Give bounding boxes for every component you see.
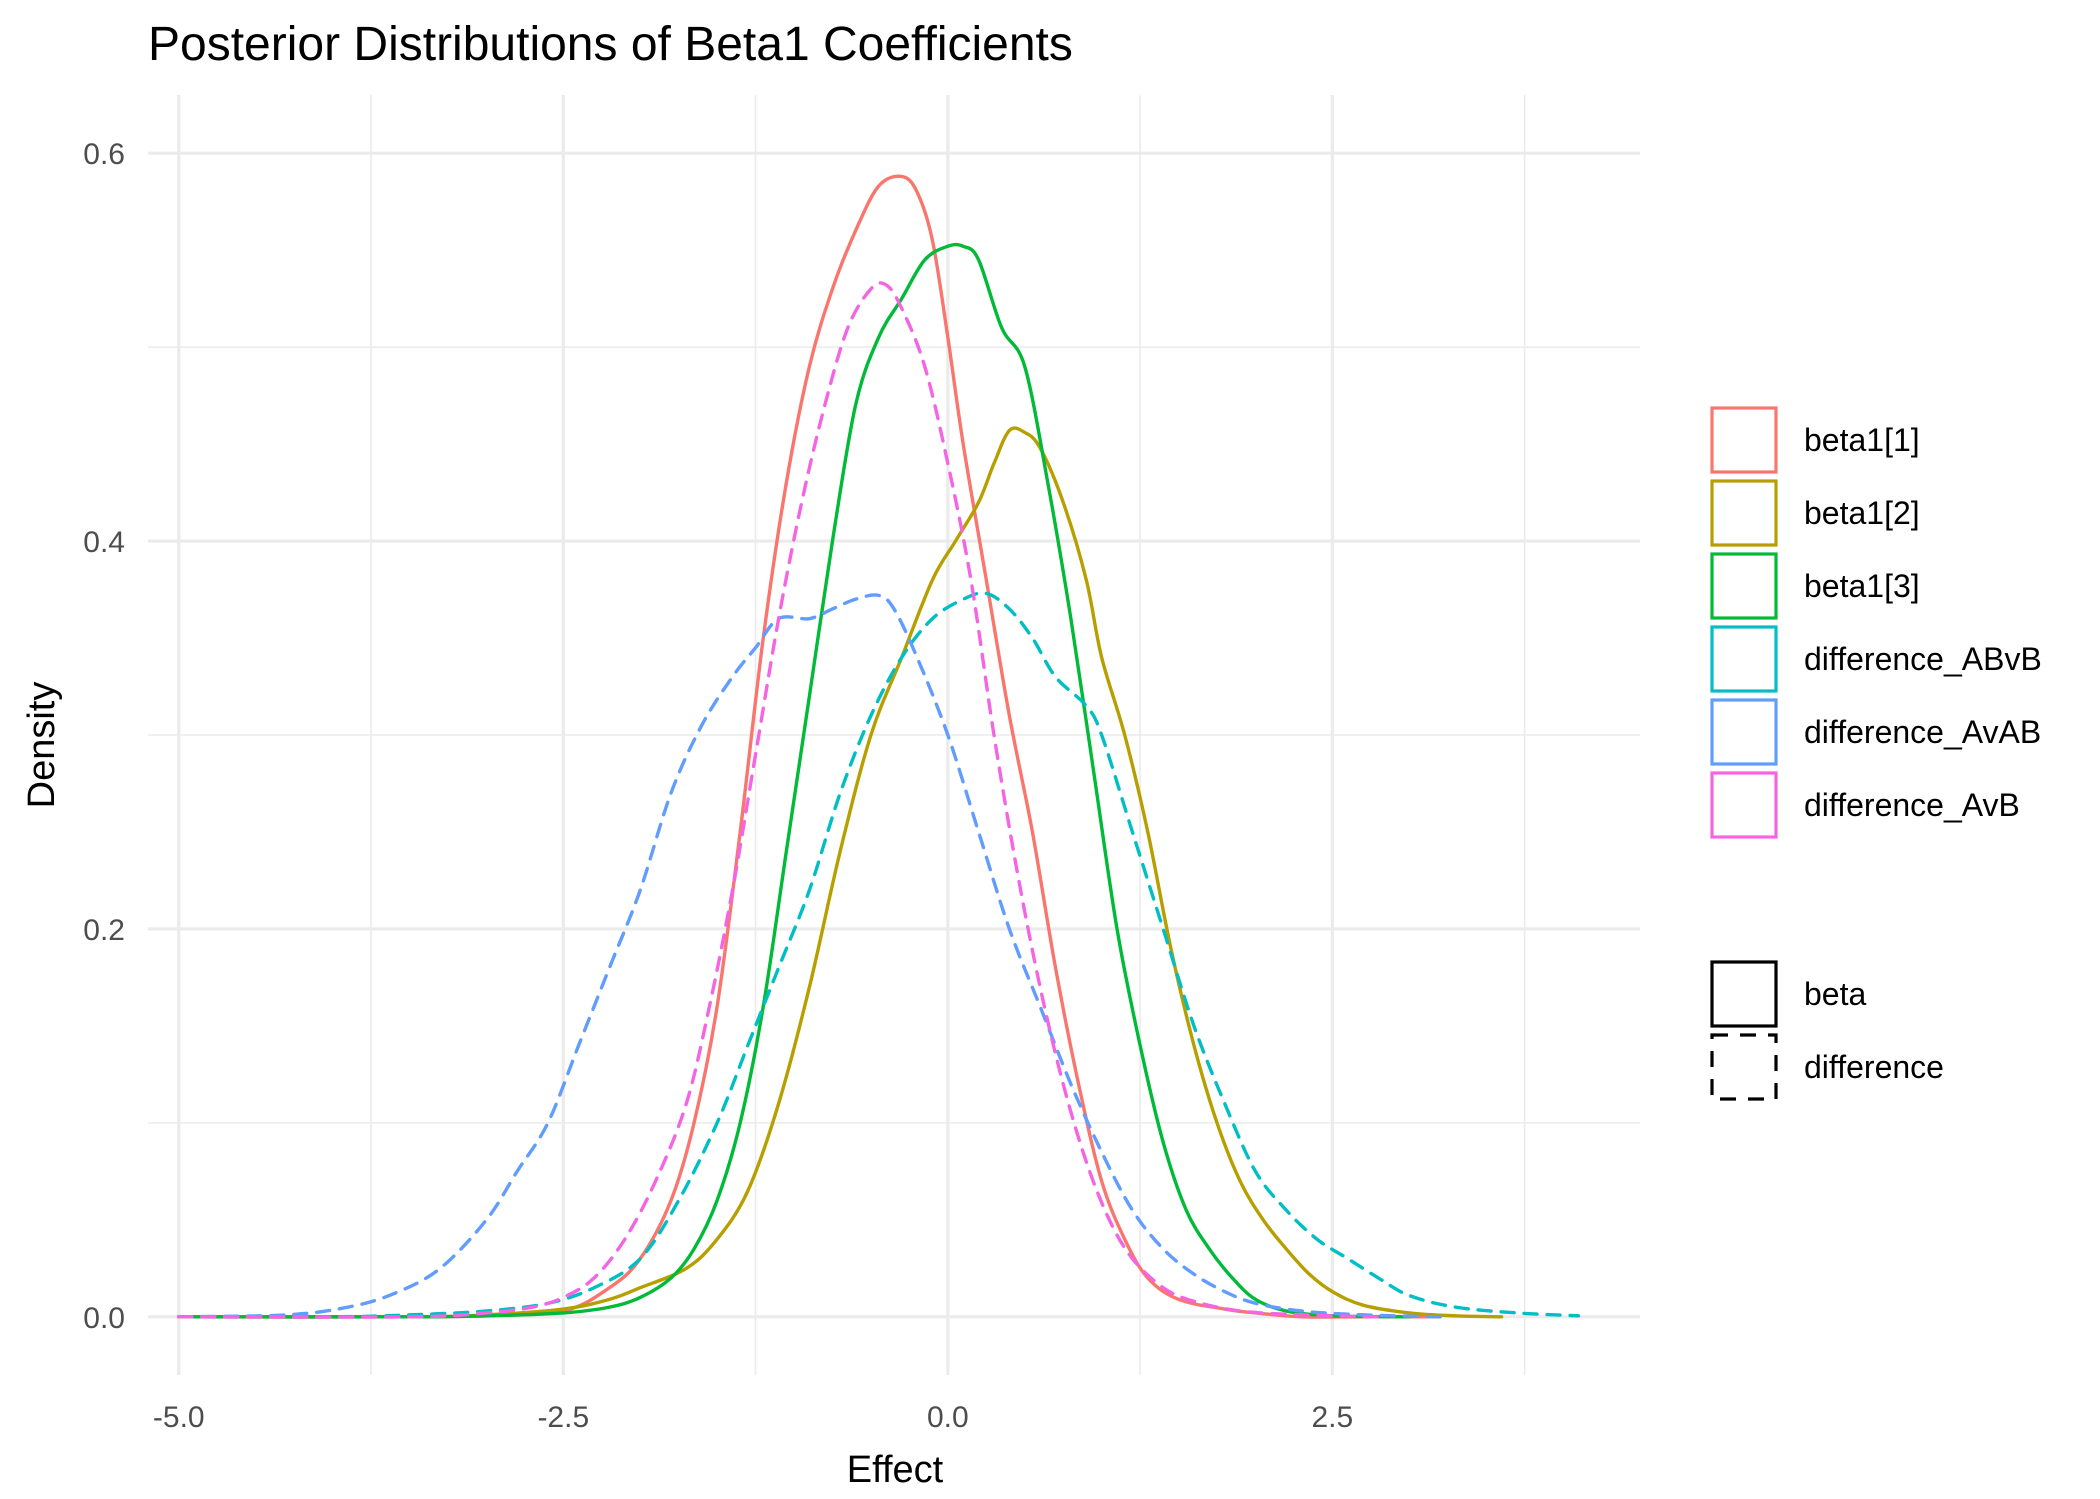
x-tick-label: -5.0 bbox=[153, 1401, 205, 1434]
series-line-beta1-3 bbox=[177, 242, 1411, 1319]
legend-item: difference_AvAB bbox=[1710, 698, 2041, 766]
series-line-difference-abvb bbox=[177, 591, 1581, 1319]
legend-item: difference_AvB bbox=[1710, 771, 2020, 839]
series-line-difference-avab bbox=[177, 593, 1442, 1319]
legend-item: beta1[2] bbox=[1710, 479, 1920, 547]
legend-key bbox=[1710, 552, 1778, 620]
x-axis-title: Effect bbox=[847, 1449, 944, 1491]
x-tick-label: 0.0 bbox=[927, 1401, 969, 1434]
legend-item: beta1[1] bbox=[1710, 406, 1920, 474]
linetype-legend-label: beta bbox=[1804, 976, 1866, 1012]
legend-label: beta1[3] bbox=[1804, 568, 1920, 604]
y-tick-label: 0.2 bbox=[83, 914, 125, 947]
series-lines bbox=[177, 174, 1581, 1319]
grid bbox=[148, 95, 1640, 1375]
legend-key bbox=[1710, 479, 1778, 547]
linetype-legend-key bbox=[1710, 1033, 1778, 1101]
axes: -5.0 -2.5 0.0 2.5 0.0 0.2 0.4 0.6 bbox=[83, 138, 1353, 1434]
linetype-legend-item: difference bbox=[1710, 1033, 1944, 1101]
chart-title: Posterior Distributions of Beta1 Coeffic… bbox=[148, 18, 1073, 71]
series-line-beta1-1 bbox=[177, 174, 1442, 1319]
legend-label: beta1[2] bbox=[1804, 495, 1920, 531]
x-tick-label: 2.5 bbox=[1312, 1401, 1354, 1434]
linetype-legend-item: beta bbox=[1710, 960, 1866, 1028]
legend-key bbox=[1710, 406, 1778, 474]
legend-key bbox=[1710, 771, 1778, 839]
y-tick-label: 0.0 bbox=[83, 1302, 125, 1335]
legend-item: beta1[3] bbox=[1710, 552, 1920, 620]
series-line-beta1-2 bbox=[177, 426, 1504, 1319]
legend-color: beta1[1] beta1[2] beta1[3] difference_ABvBd… bbox=[1710, 406, 2042, 839]
x-tick-label: -2.5 bbox=[537, 1401, 589, 1434]
legend-linetype: beta difference bbox=[1710, 960, 1944, 1101]
legend-key bbox=[1710, 698, 1778, 766]
y-tick-label: 0.4 bbox=[83, 526, 125, 559]
legend-label: beta1[1] bbox=[1804, 422, 1920, 458]
series-line-difference-avb bbox=[177, 281, 1381, 1319]
legend-label: difference_ABvB bbox=[1804, 641, 2042, 677]
legend-item: difference_ABvB bbox=[1710, 625, 2042, 693]
linetype-legend-key bbox=[1710, 960, 1778, 1028]
y-tick-label: 0.6 bbox=[83, 138, 125, 171]
legend-label: difference_AvAB bbox=[1804, 714, 2041, 750]
legend-key bbox=[1710, 625, 1778, 693]
legend-label: difference_AvB bbox=[1804, 787, 2020, 823]
y-axis-title: Density bbox=[21, 682, 63, 809]
linetype-legend-label: difference bbox=[1804, 1049, 1944, 1085]
